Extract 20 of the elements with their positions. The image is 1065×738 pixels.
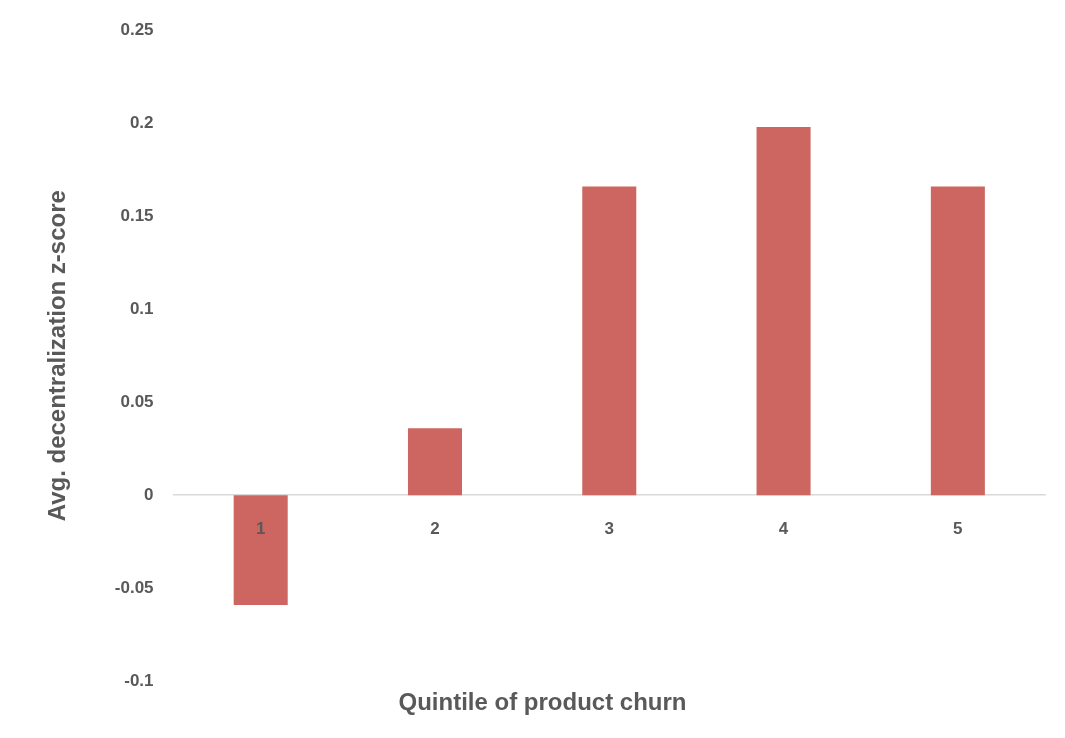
y-tick-label: 0.1 [129,298,154,318]
bar [756,126,811,496]
x-axis-title: Quintile of product churn [398,688,687,716]
bar [407,428,462,496]
y-tick-label: 0 [144,484,154,504]
x-tick-label: 2 [430,518,440,538]
x-tick-label: 4 [778,518,789,538]
bar [233,495,288,605]
y-tick-label: -0.1 [124,670,154,690]
bar [930,186,985,496]
x-tick-label: 1 [255,518,266,538]
x-tick-label: 3 [604,518,615,538]
bar [582,186,637,496]
y-tick-label: 0.15 [120,205,154,225]
y-tick-label: 0.05 [120,391,154,411]
y-tick-label: 0.25 [120,19,154,39]
y-tick-label: -0.05 [114,577,154,597]
y-axis-title: Avg. decentralization z-score [43,190,71,522]
y-tick-label: 0.2 [129,112,154,132]
x-tick-label: 5 [953,518,963,538]
